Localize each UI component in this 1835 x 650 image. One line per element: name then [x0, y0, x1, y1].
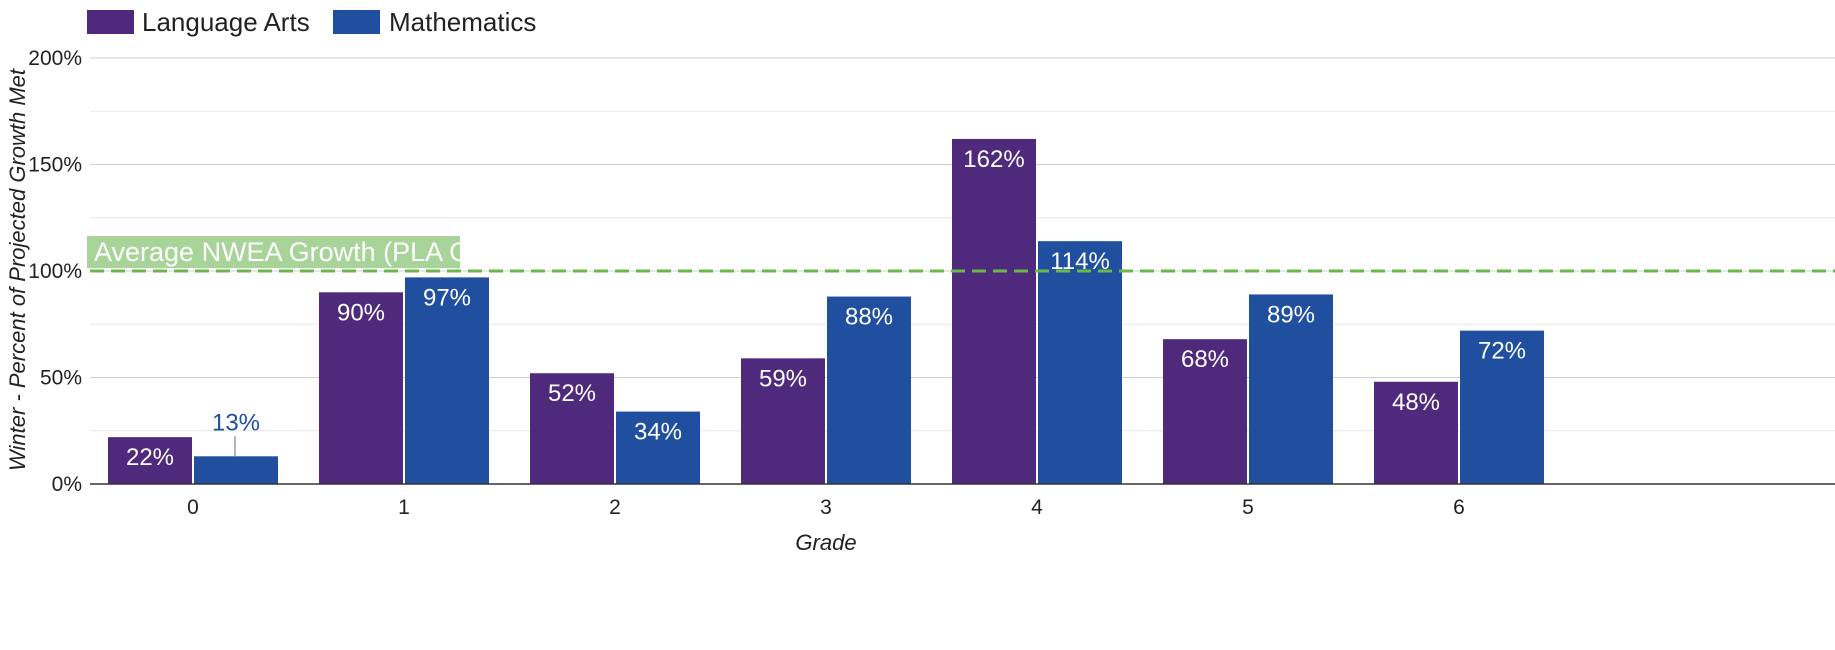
bar-language-arts-grade-2 [530, 373, 614, 484]
legend-swatch [87, 10, 134, 34]
data-label: 68% [1181, 346, 1229, 373]
data-label: 13% [212, 409, 260, 436]
bar-mathematics-grade-6 [1460, 330, 1544, 484]
x-tick-label: 0 [187, 496, 199, 519]
x-tick-label: 6 [1453, 496, 1465, 519]
legend-label: Language Arts [142, 7, 310, 37]
y-axis-title: Winter - Percent of Projected Growth Met [5, 68, 30, 471]
data-label: 34% [634, 419, 682, 446]
x-tick-label: 2 [609, 496, 621, 519]
bar-mathematics-grade-4 [1038, 241, 1122, 484]
bar-language-arts-grade-1 [319, 292, 403, 484]
data-label: 72% [1478, 338, 1526, 365]
y-tick-label: 0% [52, 473, 82, 496]
data-label: 59% [759, 365, 807, 392]
legend: Language Arts Mathematics [87, 7, 536, 37]
data-label: 22% [126, 444, 174, 471]
data-label: 162% [963, 146, 1024, 173]
data-label: 48% [1392, 389, 1440, 416]
bars [108, 138, 1544, 484]
bar-language-arts-grade-6 [1374, 381, 1458, 484]
data-label: 88% [845, 304, 893, 331]
y-tick-label: 150% [28, 154, 82, 177]
x-tick-label: 3 [820, 496, 832, 519]
y-tick-label: 200% [28, 47, 82, 70]
legend-swatch [333, 10, 380, 34]
bar-mathematics-grade-5 [1249, 294, 1333, 484]
bar-mathematics-grade-2 [616, 411, 700, 484]
bar-language-arts-grade-0 [108, 437, 192, 484]
data-label: 89% [1267, 301, 1315, 328]
x-tick-label: 4 [1031, 496, 1043, 519]
x-axis-title: Grade [795, 530, 856, 555]
bar-mathematics-grade-3 [827, 296, 911, 484]
x-tick-label: 5 [1242, 496, 1254, 519]
x-tick-label: 1 [398, 496, 410, 519]
data-label: 90% [337, 299, 385, 326]
bar-language-arts-grade-4 [952, 138, 1036, 484]
bar-mathematics-grade-0 [194, 456, 278, 484]
y-tick-label: 100% [28, 260, 82, 283]
reference-line-group: Average NWEA Growth (PLA Goal) [87, 236, 1835, 273]
bar-data-labels: 22%13%90%97%52%34%59%88%162%114%68%89%48… [126, 146, 1526, 471]
data-label: 52% [548, 380, 596, 407]
x-axis-ticks: 0 1 2 3 4 5 6 [187, 496, 1465, 519]
y-tick-label: 50% [40, 367, 82, 390]
bar-mathematics-grade-1 [405, 277, 489, 484]
legend-label: Mathematics [389, 7, 536, 37]
reference-line-label: Average NWEA Growth (PLA Goal) [94, 237, 515, 267]
y-axis-ticks: 0% 50% 100% 150% 200% [28, 47, 82, 496]
data-label: 97% [423, 284, 471, 311]
bar-language-arts-grade-5 [1163, 339, 1247, 484]
reference-line-label-background [87, 236, 460, 268]
bar-language-arts-grade-3 [741, 358, 825, 484]
